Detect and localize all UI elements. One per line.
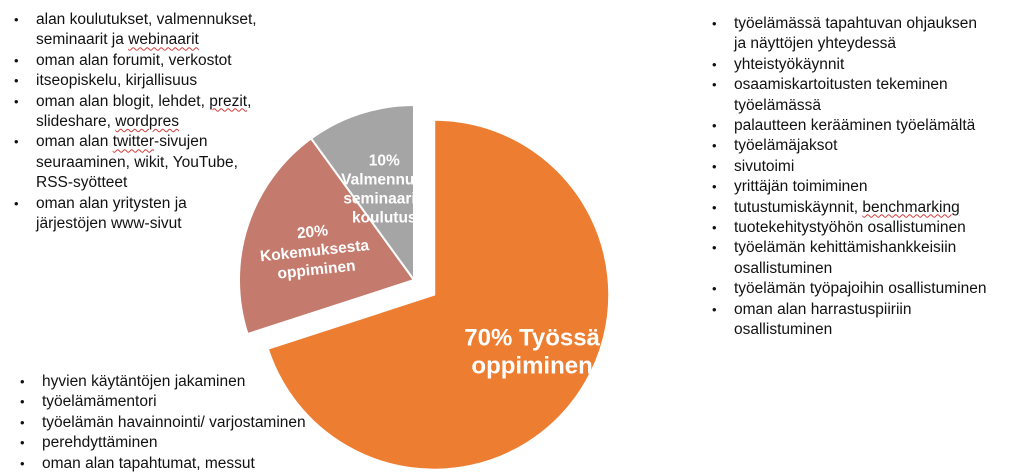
list-item-text: oman alan blogit, lehdet, prezit, (36, 92, 252, 110)
list-item: työelämäjaksot (706, 136, 1018, 157)
list-item: työelämän työpajoihin osallistuminen (706, 279, 1018, 300)
list-workplace-learning-activities: työelämässä tapahtuvan ohjauksen ja näytt… (706, 14, 1018, 341)
list-item: oman alan tapahtumat, messut (14, 454, 344, 474)
pie-slice-label: 70% Työssä oppiminen (464, 325, 600, 380)
pie-slice-label-line: 70% Työssä (464, 325, 600, 352)
list-item-text: työelämän työpajoihin osallistuminen (734, 280, 987, 298)
list-item: yrittäjän toimiminen (706, 177, 1018, 198)
pie-slice-label-line: koulutus (352, 209, 417, 226)
spellcheck-marked-word: wordpres (115, 113, 180, 131)
list-item-text: osallistuminen (734, 259, 833, 277)
list-item-text: työelämämentori (42, 393, 157, 411)
spellcheck-marked-word: twitter (112, 133, 155, 151)
list-item-text: työelämässä (734, 96, 822, 114)
list-item-text: RSS-syötteet (36, 174, 128, 192)
list-item-text: alan koulutukset, valmennukset, (36, 11, 257, 28)
list-item: oman alan harrastuspiiriin osallistuminen (706, 300, 1018, 341)
pie-slice-label: 10% Valmennus, seminaarit, koulutus (341, 152, 427, 226)
list-item-text: tutustumiskäynnit, benchmarking (734, 198, 960, 216)
list-item-text: yhteistyökäynnit (734, 55, 845, 73)
list-item: yhteistyökäynnit (706, 55, 1018, 76)
list-item: työelämämentori (14, 392, 344, 413)
list-item-text: työelämän havainnointi/ varjostaminen (42, 413, 306, 431)
list-item: tutustumiskäynnit, benchmarking (706, 198, 1018, 219)
list-item-text: seuraaminen, wikit, YouTube, (36, 153, 238, 171)
pie-slice-label-line: Valmennus, (341, 171, 427, 188)
list-item-text: itseopiskelu, kirjallisuus (36, 72, 198, 90)
list-item: oman alan forumit, verkostot (8, 51, 298, 72)
list-item: sivutoimi (706, 157, 1018, 178)
list-item: osaamiskartoitusten tekeminen työelämässä (706, 75, 1018, 116)
list-item: palautteen kerääminen työelämältä (706, 116, 1018, 137)
list-item: hyvien käytäntöjen jakaminen (14, 372, 344, 393)
pie-slice (309, 103, 415, 284)
spellcheck-marked-word: webinaarit (128, 31, 199, 49)
list-experience-learning-activities: hyvien käytäntöjen jakaminen työelämäment… (14, 372, 344, 474)
list-item-text: työelämän kehittämishankkeisiin (734, 239, 957, 257)
list-item-text: hyvien käytäntöjen jakaminen (42, 373, 246, 390)
list-item-text: yrittäjän toimiminen (734, 178, 868, 196)
list-item-text: palautteen kerääminen työelämältä (734, 117, 976, 135)
pie-slice-label-line: 20% (296, 222, 329, 242)
list-item-text: oman alan yritysten ja (36, 194, 187, 212)
list-item-text: sivutoimi (734, 157, 795, 175)
list-item: työelämässä tapahtuvan ohjauksen ja näytt… (706, 14, 1018, 55)
pie-slice-label-line: seminaarit, (343, 190, 425, 207)
list-item-text: tuotekehitystyöhön osallistuminen (734, 219, 966, 237)
list-item-text: oman alan twitter-sivujen (36, 133, 208, 151)
list-item: alan koulutukset, valmennukset, seminaari… (8, 10, 298, 51)
spellcheck-marked-word: prezit (209, 92, 248, 110)
list-item-text: oman alan forumit, verkostot (36, 51, 232, 69)
list-item-text: slideshare, wordpres (36, 113, 180, 131)
list-item: työelämän kehittämishankkeisiin osallistu… (706, 238, 1018, 279)
list-item-text: oman alan harrastuspiiriin (734, 300, 912, 318)
list-item: tuotekehitystyöhön osallistuminen (706, 218, 1018, 239)
list-item-text: osallistuminen (734, 321, 833, 339)
list-item-text: seminaarit ja webinaarit (36, 31, 199, 49)
list-item: itseopiskelu, kirjallisuus (8, 71, 298, 92)
list-item: perehdyttäminen (14, 433, 344, 454)
list-item-text: oman alan tapahtumat, messut (42, 454, 255, 472)
pie-slice-label-line: 10% (369, 152, 400, 169)
spellcheck-marked-word: benchmarking (862, 198, 960, 216)
list-item: oman alan twitter-sivujen seuraaminen, wi… (8, 132, 298, 193)
list-item-text: perehdyttäminen (42, 434, 158, 452)
list-item-text: työelämäjaksot (734, 137, 838, 155)
list-item-text: osaamiskartoitusten tekeminen (734, 76, 948, 94)
list-item: oman alan blogit, lehdet, prezit, slidesh… (8, 92, 298, 133)
list-item-text: työelämässä tapahtuvan ohjauksen (734, 15, 977, 32)
list-coaching-activities: alan koulutukset, valmennukset, seminaari… (8, 10, 298, 234)
list-item: työelämän havainnointi/ varjostaminen (14, 413, 344, 434)
list-item: oman alan yritysten ja järjestöjen www-si… (8, 194, 298, 235)
list-item-text: järjestöjen www-sivut (36, 215, 182, 233)
pie-slice-label-line: oppiminen (471, 353, 592, 380)
list-item-text: ja näyttöjen yhteydessä (734, 35, 896, 53)
